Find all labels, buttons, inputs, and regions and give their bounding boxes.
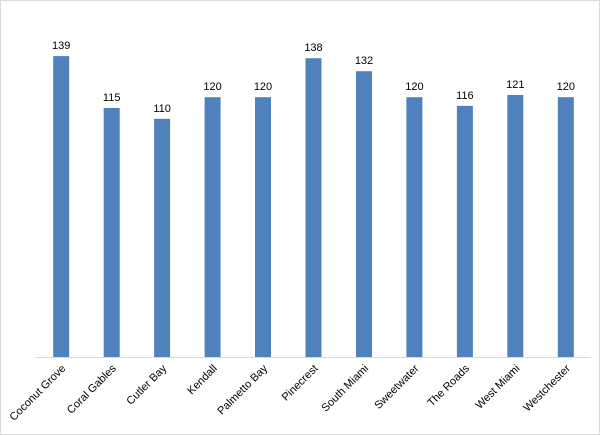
tick-label-pinecrest: Pinecrest	[280, 363, 321, 404]
bar-coconut-grove	[53, 56, 70, 357]
bar-west-miami	[507, 95, 524, 357]
tick-label-westchester: Westchester	[521, 362, 573, 414]
tick-label-kendall: Kendall	[185, 363, 219, 397]
bar-sweetwater	[406, 97, 423, 357]
data-label-coconut-grove: 139	[52, 40, 70, 52]
data-labels-group: 139 115 110 120 120 138 132 120 116 121 120	[52, 40, 575, 115]
data-label-pinecrest: 138	[304, 42, 322, 54]
data-label-coral-gables: 115	[103, 92, 121, 104]
data-label-kendall: 120	[203, 81, 221, 93]
bars-group	[53, 56, 574, 358]
bar-cutler-bay	[154, 118, 171, 357]
tick-label-coral-gables: Coral Gables	[65, 362, 119, 416]
bar-coral-gables	[103, 108, 120, 357]
data-label-west-miami: 121	[506, 79, 524, 91]
tick-label-the-roads: The Roads	[425, 362, 472, 409]
tick-label-sweetwater: Sweetwater	[372, 362, 421, 411]
bar-westchester	[557, 97, 574, 357]
tick-label-palmetto-bay: Palmetto Bay	[215, 362, 270, 417]
bar-pinecrest	[305, 58, 322, 357]
data-label-south-miami: 132	[355, 55, 373, 67]
tick-label-west-miami: West Miami	[473, 363, 522, 412]
data-label-palmetto-bay: 120	[254, 81, 272, 93]
data-label-cutler-bay: 110	[153, 103, 171, 115]
bar-kendall	[204, 97, 221, 357]
bar-south-miami	[356, 71, 372, 357]
data-label-the-roads: 116	[456, 90, 474, 102]
tick-label-cutler-bay: Cutler Bay	[124, 362, 169, 407]
bar-the-roads	[456, 105, 473, 358]
tick-label-coconut-grove: Coconut Grove	[8, 363, 69, 424]
data-label-sweetwater: 120	[405, 81, 423, 93]
data-label-westchester: 120	[557, 81, 575, 93]
bar-palmetto-bay	[255, 97, 271, 357]
tick-label-south-miami: South Miami	[319, 363, 371, 415]
